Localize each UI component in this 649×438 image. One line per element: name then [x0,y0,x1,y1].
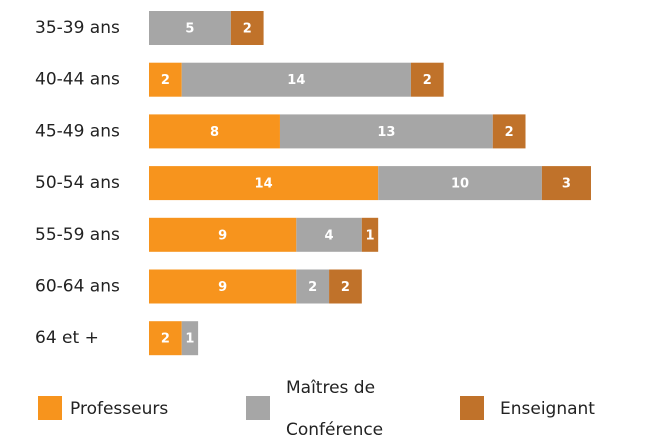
bar-segment [410,62,444,97]
bar-segment [296,269,330,304]
bar-segment [149,269,297,304]
value-label: 3 [562,177,571,192]
legend-swatch [460,396,484,420]
category-label: 45-49 ans [35,121,120,141]
category-label: 64 et + [35,328,99,348]
bar-segment [230,11,264,45]
category-label: 40-44 ans [35,70,120,90]
value-label: 2 [161,73,170,88]
category-label: 35-39 ans [35,18,120,38]
value-label: 13 [377,125,395,140]
value-label: 2 [505,125,514,140]
bar-segment [492,114,526,149]
category-label: 55-59 ans [35,225,120,245]
bar-segment [541,166,591,201]
legend-label: Maîtres de Conférence [286,378,384,438]
bar-segment [296,217,362,252]
value-label: 8 [210,125,219,140]
value-label: 9 [218,228,227,243]
bar-segment [149,166,379,201]
value-label: 2 [341,280,350,295]
value-label: 14 [255,177,273,192]
value-label: 2 [308,280,317,295]
value-label: 14 [287,73,305,88]
bar-segment [149,11,231,45]
value-label: 1 [185,332,194,347]
value-label: 2 [243,22,252,37]
legend-swatch [246,396,270,420]
bar-segment [149,114,280,149]
legend-label: Professeurs [70,399,169,419]
value-label: 2 [161,332,170,347]
bar-segment [149,62,182,97]
category-label: 50-54 ans [35,173,120,193]
value-label: 5 [185,22,194,37]
bar-segment [149,321,182,356]
legend-swatch [38,396,62,420]
value-label: 2 [423,73,432,88]
bar-segment [181,321,199,356]
bar-segment [149,217,297,252]
value-label: 4 [325,228,334,243]
category-label: 60-64 ans [35,277,120,297]
bar-segment [279,114,493,149]
legend-label: Enseignant [500,399,595,419]
value-label: 9 [218,280,227,295]
value-label: 1 [365,228,374,243]
value-label: 10 [451,177,469,192]
bar-segment [181,62,411,97]
bar-segment [361,217,379,252]
bar-segment [329,269,362,304]
bar-segment [378,166,542,201]
